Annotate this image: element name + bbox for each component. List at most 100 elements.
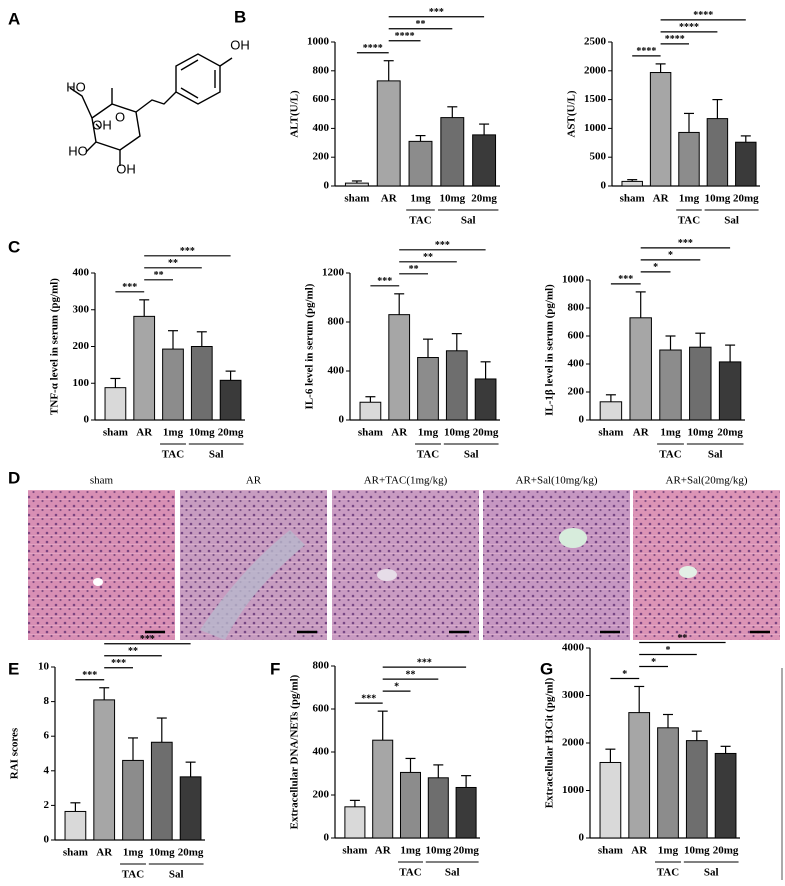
significance-label: *** xyxy=(111,658,126,669)
x-tick-label: 10mg xyxy=(425,845,451,857)
significance-label: *** xyxy=(429,7,444,18)
image-caption: AR+Sal(20mg/kg) xyxy=(666,475,748,487)
bar xyxy=(122,759,144,841)
x-tick-label: AR xyxy=(633,427,650,439)
significance-label: *** xyxy=(140,634,155,645)
panel-label: D xyxy=(8,468,20,487)
bar xyxy=(359,401,382,421)
bar xyxy=(657,727,679,839)
bar xyxy=(93,699,116,841)
bar xyxy=(219,379,242,421)
x-tick-label: 10mg xyxy=(444,427,470,439)
x-tick-label: 10mg xyxy=(439,193,465,205)
x-tick-label: 10mg xyxy=(684,845,710,857)
x-tick-label: sham xyxy=(358,427,383,439)
x-tick-label: 20mg xyxy=(733,193,759,205)
y-tick-label: 600 xyxy=(313,703,330,715)
significance-label: *** xyxy=(361,693,376,704)
bar xyxy=(427,777,449,839)
y-axis-label: RAI scores xyxy=(9,727,21,779)
y-tick-label: 500 xyxy=(590,151,607,163)
x-tick-label: sham xyxy=(63,847,88,859)
significance-label: ** xyxy=(154,270,164,281)
bar xyxy=(649,72,672,187)
y-tick-label: 400 xyxy=(568,358,585,370)
x-tick-label: AR xyxy=(391,427,408,439)
histology-texture xyxy=(332,490,479,640)
x-tick-label: sham xyxy=(344,193,369,205)
significance-label: **** xyxy=(363,43,383,54)
group-label: TAC xyxy=(657,867,679,879)
significance-label: * xyxy=(653,262,658,273)
image-caption: AR+TAC(1mg/kg) xyxy=(364,475,448,487)
significance-label: ** xyxy=(406,669,416,680)
group-label: Sal xyxy=(464,449,479,461)
y-tick-label: 200 xyxy=(73,340,90,352)
significance-label: *** xyxy=(417,657,432,668)
x-tick-label: 1mg xyxy=(163,427,184,439)
atom-label: OH xyxy=(92,117,112,132)
bar xyxy=(706,118,729,187)
x-tick-label: AR xyxy=(653,193,670,205)
bar xyxy=(440,117,465,187)
bar xyxy=(714,752,737,839)
bar xyxy=(659,349,682,421)
x-tick-label: sham xyxy=(342,845,367,857)
chemical-structure xyxy=(69,53,233,166)
y-tick-label: 400 xyxy=(313,746,330,758)
x-tick-label: 1mg xyxy=(400,845,421,857)
y-tick-label: 4 xyxy=(44,764,50,776)
significance-label: **** xyxy=(636,46,656,57)
y-tick-label: 3000 xyxy=(562,689,585,701)
x-tick-label: AR xyxy=(136,427,153,439)
y-tick-label: 0 xyxy=(324,832,330,844)
vessel xyxy=(559,528,587,548)
bar xyxy=(408,140,433,187)
bar xyxy=(133,315,156,421)
y-tick-label: 1000 xyxy=(562,784,585,796)
group-label: TAC xyxy=(659,449,681,461)
bar xyxy=(472,134,497,187)
y-tick-label: 200 xyxy=(568,386,585,398)
y-tick-label: 0 xyxy=(579,832,585,844)
x-tick-label: sham xyxy=(598,427,623,439)
y-axis-label: AST(U/L) xyxy=(566,90,578,137)
bar xyxy=(388,314,411,421)
vessel xyxy=(679,566,697,578)
panel-label: B xyxy=(234,7,246,26)
bar xyxy=(685,740,708,839)
y-tick-label: 300 xyxy=(73,303,90,315)
atom-label: OH xyxy=(116,161,136,176)
x-tick-label: 1mg xyxy=(410,193,431,205)
significance-label: * xyxy=(651,657,656,668)
significance-label: **** xyxy=(395,31,415,42)
significance-label: *** xyxy=(122,282,137,293)
y-tick-label: 6 xyxy=(44,730,50,742)
x-tick-label: 1mg xyxy=(418,427,439,439)
y-tick-label: 800 xyxy=(568,302,585,314)
significance-label: *** xyxy=(180,246,195,257)
bar xyxy=(150,741,173,841)
x-tick-label: 10mg xyxy=(705,193,731,205)
y-tick-label: 400 xyxy=(73,267,90,279)
y-tick-label: 2000 xyxy=(584,64,607,76)
group-label: Sal xyxy=(445,867,460,879)
panel-label: A xyxy=(8,9,20,28)
atom-label: OH xyxy=(230,37,250,52)
bar xyxy=(718,361,742,421)
histology-texture xyxy=(483,490,630,640)
x-tick-label: 20mg xyxy=(717,427,743,439)
image-caption: AR+Sal(10mg/kg) xyxy=(516,475,598,487)
group-label: TAC xyxy=(122,869,144,881)
y-tick-label: 800 xyxy=(313,64,330,76)
panel-label: G xyxy=(540,659,553,678)
group-label: Sal xyxy=(724,215,739,227)
image-caption: sham xyxy=(90,475,114,487)
x-tick-label: 20mg xyxy=(218,427,244,439)
x-tick-label: 1mg xyxy=(123,847,144,859)
x-tick-label: 20mg xyxy=(178,847,204,859)
panel-label: E xyxy=(8,659,19,678)
y-tick-label: 800 xyxy=(328,316,345,328)
group-label: TAC xyxy=(417,449,439,461)
